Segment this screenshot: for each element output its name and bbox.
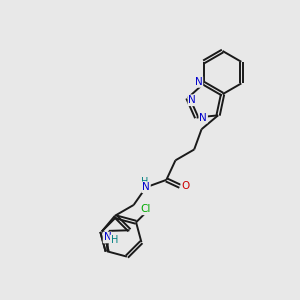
Text: N: N bbox=[142, 182, 150, 192]
Text: O: O bbox=[181, 181, 190, 191]
Text: N: N bbox=[103, 232, 111, 242]
Text: H: H bbox=[111, 236, 118, 245]
Text: N: N bbox=[195, 77, 203, 87]
Text: N: N bbox=[200, 112, 207, 123]
Text: N: N bbox=[188, 95, 196, 105]
Text: Cl: Cl bbox=[140, 204, 151, 214]
Text: H: H bbox=[141, 177, 148, 187]
